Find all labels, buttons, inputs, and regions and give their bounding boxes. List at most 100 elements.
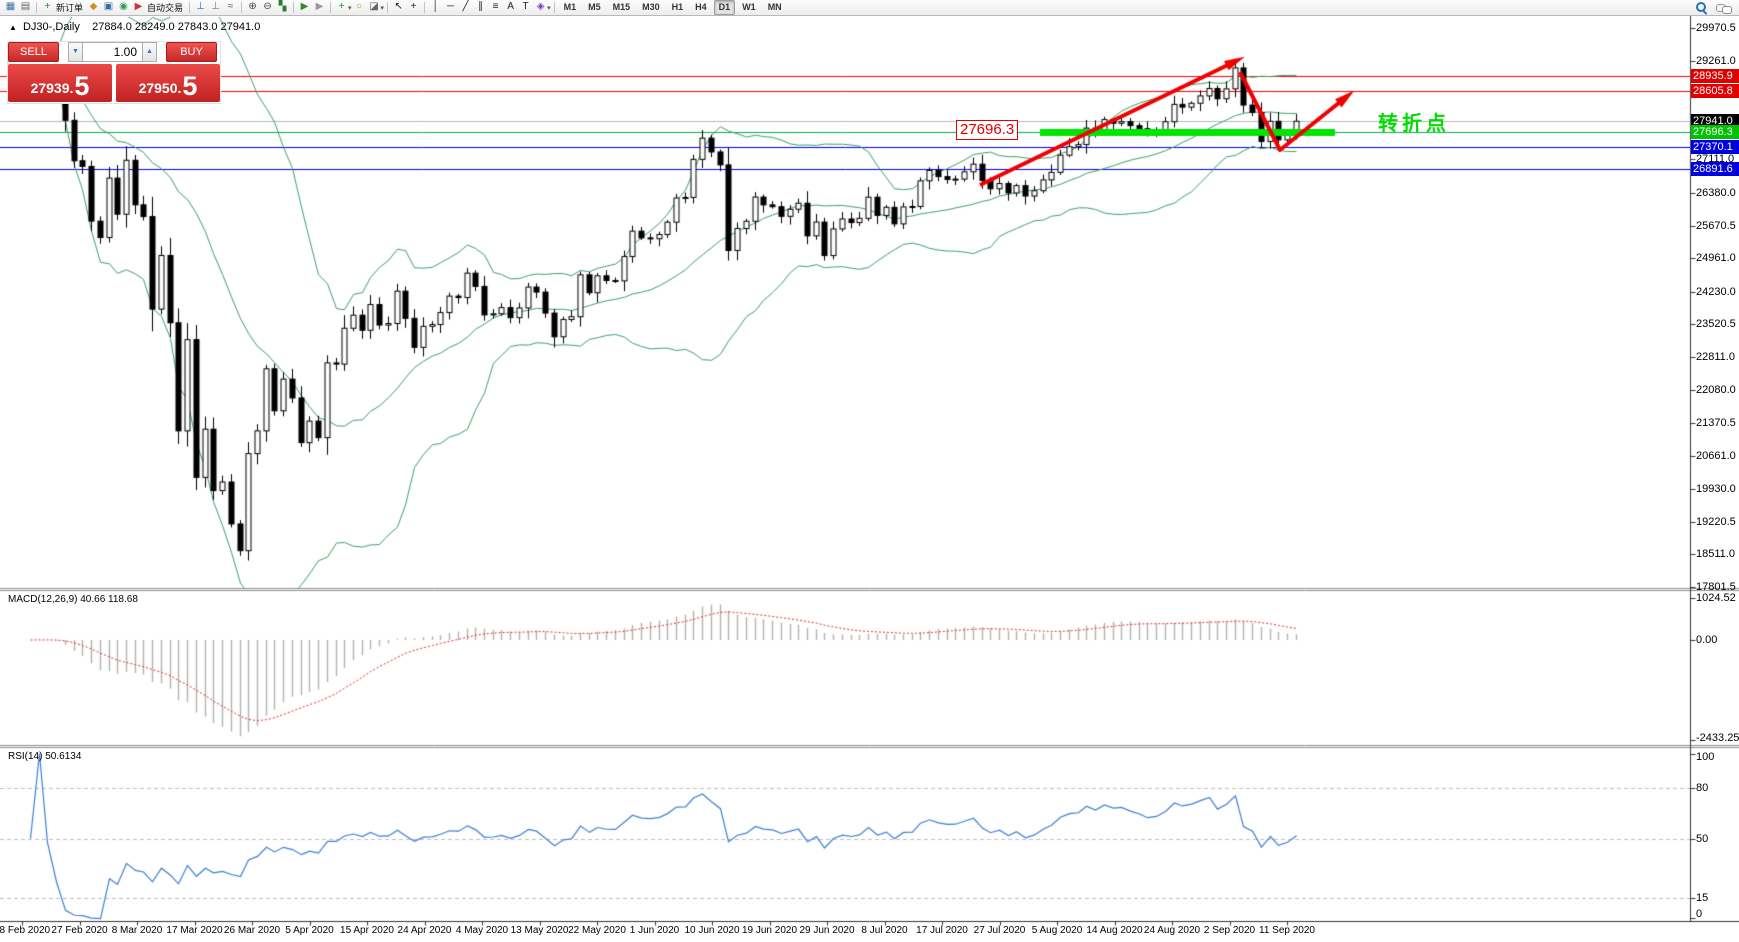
- objects-window-button[interactable]: ⊥: [208, 1, 223, 14]
- one-click-trading-panel: SELL ▼ ▲ BUY 27939.5 27950.5: [8, 42, 220, 103]
- timeframe-m30[interactable]: M30: [642, 2, 660, 12]
- channel-button[interactable]: ∥: [473, 1, 488, 14]
- chat-icon[interactable]: [1716, 2, 1732, 14]
- timeframe-m5[interactable]: M5: [588, 2, 601, 12]
- date-label: 8 Mar 2020: [111, 925, 163, 936]
- add-indicator-button[interactable]: + ▾: [334, 1, 352, 14]
- toolbar-right: [1695, 1, 1739, 14]
- zoom-out-button[interactable]: ⊖: [260, 1, 275, 14]
- price-tick: 21370.5: [1696, 417, 1736, 430]
- volume-increase-button[interactable]: ▲: [142, 42, 157, 62]
- rsi-tick: 50: [1696, 832, 1709, 845]
- window-button[interactable]: ▦: [3, 1, 18, 14]
- price-tick: 25670.5: [1696, 219, 1736, 232]
- buy-button[interactable]: BUY: [166, 42, 217, 62]
- shapes-button[interactable]: ◈ ▾: [533, 1, 551, 14]
- zoom-in-icon: ⊕: [248, 1, 257, 12]
- price-tick: 20661.0: [1696, 449, 1736, 462]
- timeframe-m1[interactable]: M1: [563, 2, 577, 12]
- chart-shift-icon: ▶: [315, 1, 324, 12]
- timeframe-h1[interactable]: H1: [671, 2, 684, 12]
- date-label: 2 Sep 2020: [1203, 925, 1256, 936]
- search-icon[interactable]: [1695, 1, 1708, 14]
- depth-button[interactable]: ≈: [223, 1, 238, 14]
- templates-button[interactable]: ◪ ▾: [367, 1, 384, 14]
- date-label: 5 Aug 2020: [1031, 925, 1083, 936]
- turning-point-label[interactable]: 转折点: [1378, 113, 1450, 135]
- depth-icon: ≈: [227, 1, 234, 12]
- price-badge-support-level-1: 27370.1: [1691, 140, 1739, 155]
- volume-decrease-button[interactable]: ▼: [68, 42, 83, 62]
- date-label: 22 May 2020: [568, 925, 626, 936]
- terminal-icon: ▣: [103, 1, 114, 12]
- timeframe-m15[interactable]: M15: [612, 2, 631, 12]
- level-price-label[interactable]: 27696.3: [956, 120, 1019, 140]
- trendline-button[interactable]: ╱: [458, 1, 473, 14]
- cursor-button[interactable]: ↖: [391, 1, 406, 14]
- data-window-button[interactable]: ▤: [18, 1, 33, 14]
- toolbar-separator: [36, 2, 37, 13]
- date-label: 10 Jun 2020: [684, 925, 740, 936]
- indicator-window-icon: ⊥: [196, 1, 205, 12]
- history-button[interactable]: ◆: [86, 1, 101, 14]
- label-button[interactable]: T: [518, 1, 533, 14]
- zoom-out-icon: ⊖: [263, 1, 272, 12]
- toolbar-separator: [330, 2, 332, 13]
- buy-price-pips: 5: [182, 71, 198, 101]
- chevron-down-icon: ▾: [348, 4, 352, 12]
- price-tick: 24961.0: [1696, 252, 1736, 265]
- date-label: 17 Mar 2020: [166, 925, 223, 936]
- timeframe-mn[interactable]: MN: [767, 2, 782, 12]
- price-badge-resistance-level-1: 28935.9: [1691, 68, 1739, 83]
- chart-play-button[interactable]: ▶: [297, 1, 312, 14]
- sell-price: 27939: [30, 80, 70, 96]
- date-label: 13 May 2020: [510, 925, 569, 936]
- objects-window-icon: ⊥: [211, 1, 220, 12]
- vline-icon: │: [432, 1, 439, 12]
- timeframe-w1[interactable]: W1: [742, 2, 756, 12]
- date-label: 18 Feb 2020: [0, 925, 51, 936]
- price-tick: 19220.5: [1696, 515, 1736, 528]
- clock-button[interactable]: ○: [352, 1, 367, 14]
- date-label: 14 Aug 2020: [1086, 925, 1143, 936]
- timeframe-d1[interactable]: D1: [713, 0, 736, 15]
- buy-price-block[interactable]: 27950. 5: [116, 64, 220, 102]
- price-tick: 17801.5: [1696, 581, 1736, 593]
- date-label: 24 Aug 2020: [1143, 925, 1201, 936]
- collapse-triangle-icon[interactable]: ▲: [9, 23, 17, 32]
- terminal-button[interactable]: ▣: [101, 1, 116, 14]
- fibo-button[interactable]: ≡: [488, 1, 503, 14]
- text-button[interactable]: A: [503, 1, 518, 14]
- autotrading-button[interactable]: ▶ 自动交易: [131, 1, 186, 14]
- price-badge-current-price: 27941.0: [1691, 114, 1739, 129]
- toolbar-items: ▦ ▤ + 新订单 ◆ ▣ ◉ ▶ 自动交易 ⊥ ⊥ ≈ ⊕ ⊖ ▚ ▶ ▶ + ▾ ○ ◪ ▾ ↖ + │ ─ ╱ ∥ ≡ A T ◈ ▾: [3, 1, 558, 14]
- indicator-window-button[interactable]: ⊥: [193, 1, 208, 14]
- signals-button[interactable]: ◉: [116, 1, 131, 14]
- vline-button[interactable]: │: [428, 1, 443, 14]
- sell-button[interactable]: SELL: [8, 42, 59, 62]
- price-tick: 19930.0: [1696, 483, 1736, 496]
- new-order-button[interactable]: + 新订单: [40, 1, 86, 14]
- timeframe-h4[interactable]: H4: [695, 2, 707, 12]
- hline-button[interactable]: ─: [443, 1, 458, 14]
- volume-input[interactable]: [83, 42, 142, 62]
- date-label: 19 Jun 2020: [741, 925, 798, 936]
- text-icon: A: [507, 1, 514, 12]
- date-label: 4 May 2020: [455, 925, 509, 936]
- toolbar-separator: [189, 2, 191, 13]
- crosshair-button[interactable]: +: [406, 1, 421, 14]
- price-tick: 27111.0: [1696, 153, 1735, 166]
- date-label: 1 Jun 2020: [629, 925, 680, 936]
- chevron-down-icon: ▾: [547, 4, 551, 12]
- date-label: 17 Jul 2020: [916, 925, 968, 936]
- clock-icon: ○: [356, 1, 363, 12]
- autotrading-icon: ▶: [134, 1, 143, 12]
- sell-price-block[interactable]: 27939. 5: [8, 64, 112, 102]
- zoom-in-button[interactable]: ⊕: [245, 1, 260, 14]
- chart-shift-button[interactable]: ▶: [312, 1, 327, 14]
- autotrading-button-label: 自动交易: [147, 3, 184, 13]
- tile-windows-button[interactable]: ▚: [275, 1, 290, 14]
- new-order-button-label: 新订单: [56, 3, 84, 13]
